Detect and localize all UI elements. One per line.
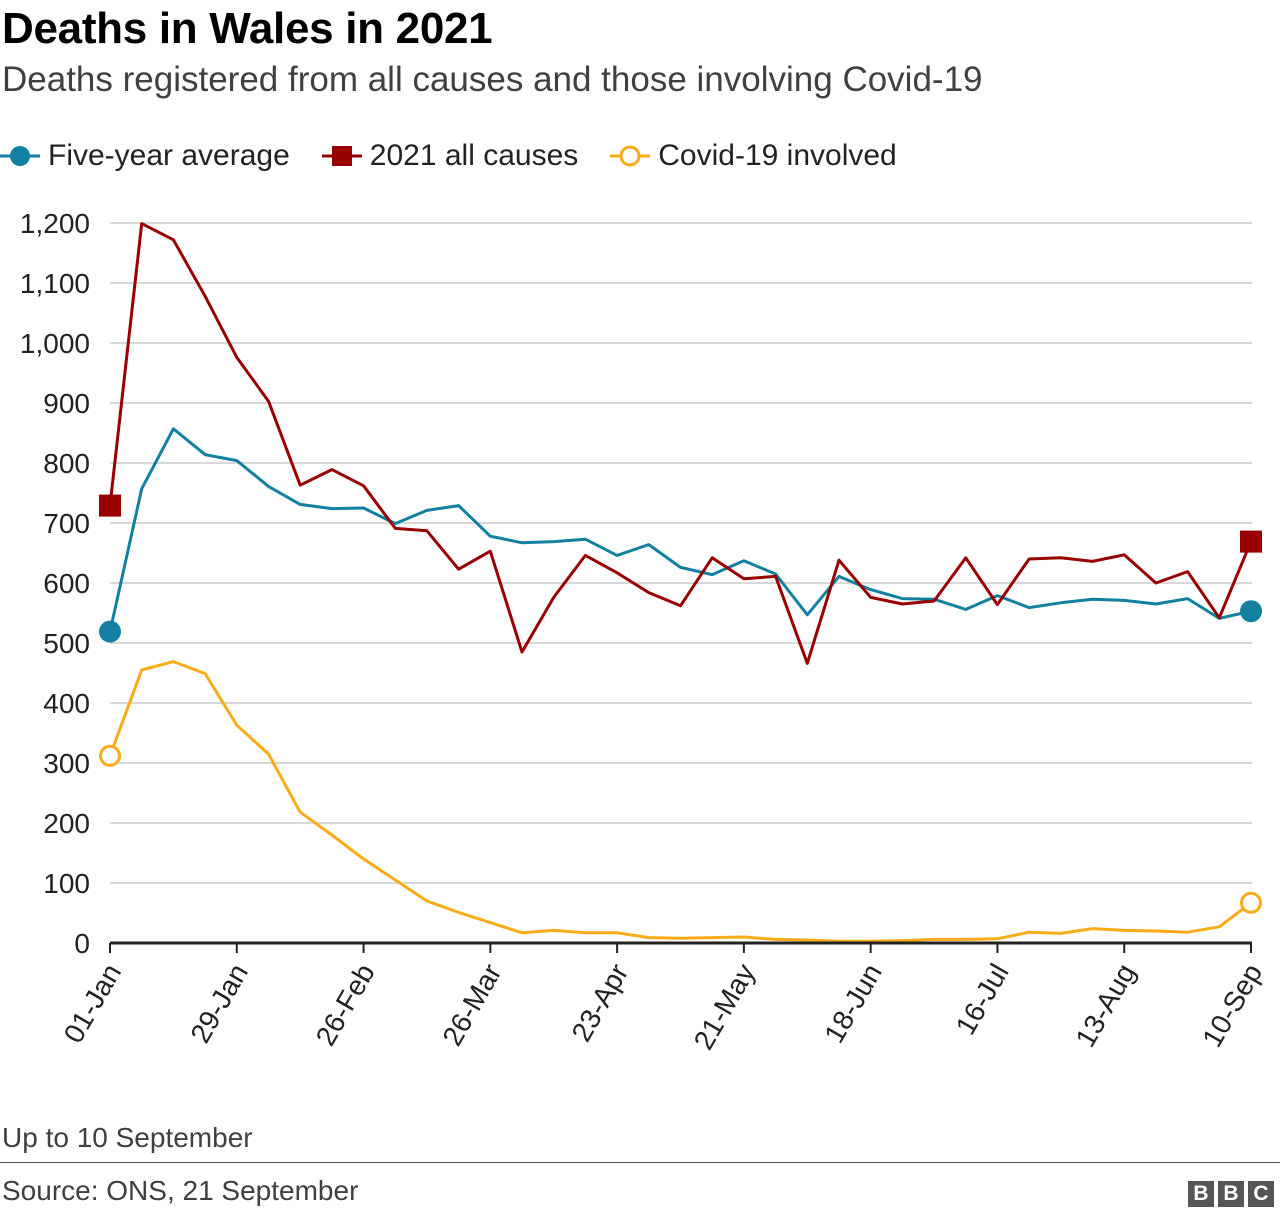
x-tick-label: 21-May — [688, 959, 762, 1055]
logo-letter: B — [1188, 1181, 1214, 1207]
x-tick-label: 18-Jun — [818, 959, 888, 1049]
x-tick-label: 13-Aug — [1069, 959, 1141, 1053]
bbc-logo: B B C — [1184, 1181, 1274, 1207]
y-tick-label: 900 — [43, 388, 90, 419]
source-text: Source: ONS, 21 September — [2, 1175, 359, 1206]
legend-item-five-year-average: Five-year average — [0, 139, 290, 173]
y-tick-label: 300 — [43, 748, 90, 779]
series-line-0 — [108, 427, 1252, 632]
chart-subtitle: Deaths registered from all causes and th… — [2, 60, 983, 99]
y-tick-label: 200 — [43, 808, 90, 839]
y-tick-label: 1,200 — [20, 208, 90, 239]
filled-circle-marker-icon — [0, 146, 40, 166]
legend-label: Five-year average — [48, 139, 290, 172]
logo-letter: C — [1248, 1181, 1274, 1207]
x-tick-label: 10-Sep — [1196, 959, 1268, 1053]
end-point-marker — [99, 744, 121, 767]
end-point-marker — [99, 494, 121, 517]
end-point-marker — [99, 620, 121, 643]
x-tick-label: 26-Mar — [436, 959, 507, 1051]
hollow-circle-marker-icon — [610, 145, 651, 167]
y-tick-label: 100 — [43, 868, 90, 899]
divider — [0, 1162, 1280, 1163]
x-tick-label: 16-Jul — [950, 959, 1015, 1041]
filled-square-marker-icon — [321, 146, 362, 166]
y-tick-label: 800 — [43, 448, 90, 479]
y-tick-label: 500 — [43, 628, 90, 659]
end-point-marker — [1240, 600, 1262, 623]
footnote: Up to 10 September — [2, 1122, 253, 1153]
x-tick-label: 29-Jan — [184, 959, 254, 1049]
x-tick-label: 01-Jan — [58, 959, 128, 1049]
y-tick-label: 0 — [74, 928, 90, 959]
legend-item-2021-all-causes: 2021 all causes — [321, 139, 579, 173]
y-tick-label: 400 — [43, 688, 90, 719]
logo-letter: B — [1218, 1181, 1244, 1207]
y-tick-label: 600 — [43, 568, 90, 599]
x-tick-label: 26-Feb — [310, 959, 381, 1051]
y-tick-label: 700 — [43, 508, 90, 539]
y-tick-label: 1,100 — [20, 268, 90, 299]
legend-label: Covid-19 involved — [658, 139, 897, 172]
legend-item-covid-19-involved: Covid-19 involved — [610, 139, 897, 173]
legend: Five-year average 2021 all causes Covid-… — [0, 134, 929, 178]
line-chart: 0 100 200 300 400 500 600 700 800 900 1,000 1,100 1,… — [20, 208, 1268, 1055]
series-line-2 — [108, 660, 1252, 943]
end-point-marker — [1240, 530, 1262, 553]
chart-title: Deaths in Wales in 2021 — [2, 4, 493, 53]
x-tick-label: 23-Apr — [565, 959, 634, 1047]
end-point-marker — [1240, 891, 1262, 914]
y-tick-label: 1,000 — [20, 328, 90, 359]
legend-label: 2021 all causes — [369, 139, 579, 172]
series-line-1 — [108, 222, 1253, 665]
